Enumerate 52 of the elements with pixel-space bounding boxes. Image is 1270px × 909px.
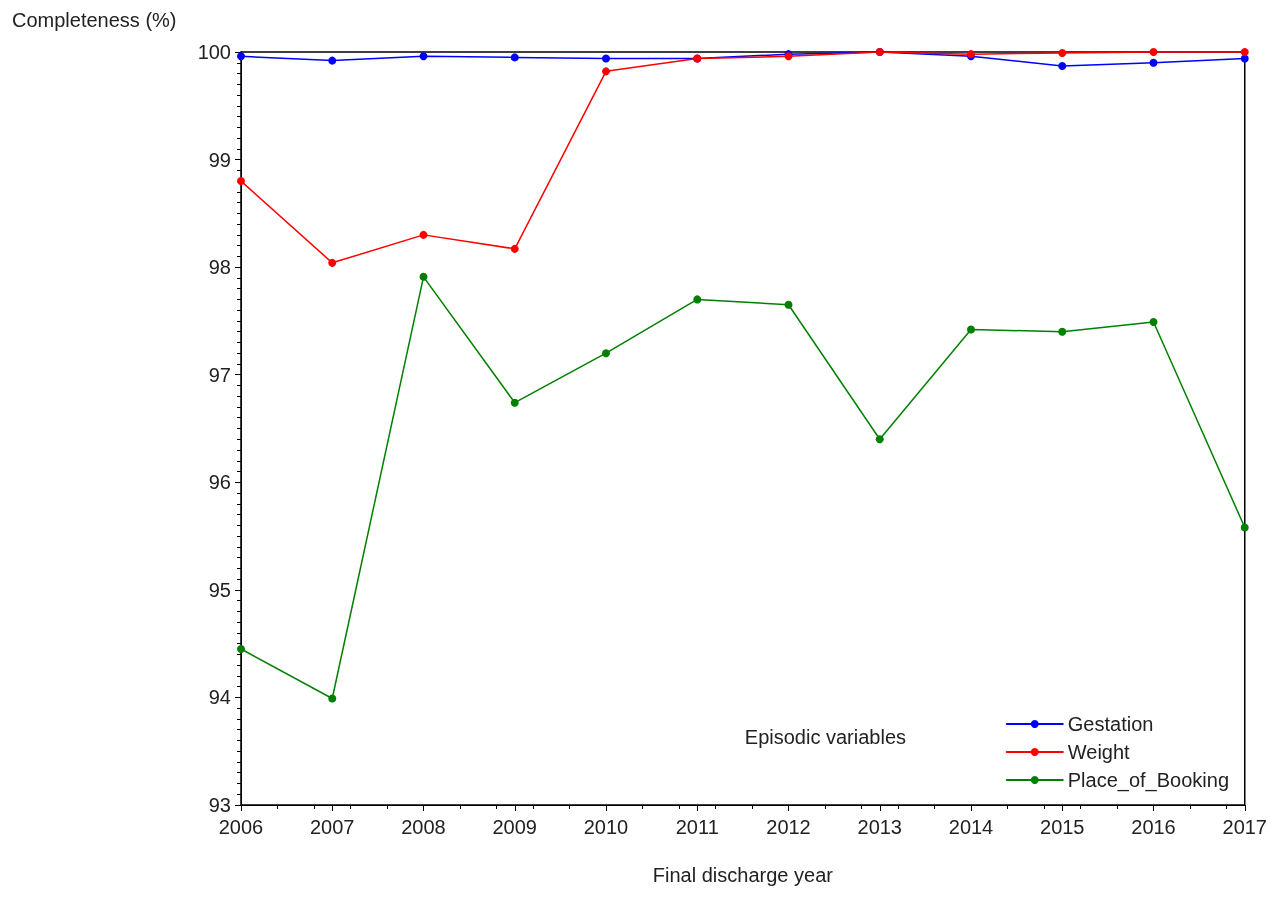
point	[1149, 318, 1158, 326]
point	[419, 52, 428, 61]
point	[784, 300, 793, 309]
point	[602, 349, 610, 358]
point	[967, 325, 975, 334]
point	[1058, 61, 1067, 70]
point	[602, 67, 610, 76]
point	[1149, 48, 1158, 56]
point	[328, 56, 337, 65]
point	[510, 398, 519, 407]
y-tick-label: 98	[208, 256, 231, 279]
x-tick-label: 2013	[857, 816, 902, 838]
y-tick-label: 96	[208, 471, 231, 494]
x-tick-label: 2016	[1131, 816, 1176, 838]
x-tick-label: 2010	[583, 816, 629, 838]
point	[1058, 327, 1067, 336]
y-tick-label: 93	[208, 794, 231, 816]
x-tick-label: 2007	[310, 816, 355, 838]
point	[419, 272, 428, 281]
y-tick-label: 99	[208, 148, 231, 171]
point	[328, 258, 337, 267]
point	[602, 54, 610, 63]
legend-label: Place_of_Booking	[1067, 769, 1229, 792]
x-tick-label: 2017	[1222, 816, 1267, 838]
y-tick-label: 95	[208, 578, 231, 601]
point	[1058, 49, 1067, 58]
point	[510, 244, 519, 253]
y-tick-label: 97	[208, 363, 231, 386]
x-axis-title: Final discharge year	[652, 864, 834, 886]
point	[328, 694, 337, 703]
point	[237, 645, 245, 654]
point	[237, 177, 245, 186]
point	[419, 230, 428, 239]
x-tick-label: 2009	[492, 816, 537, 838]
x-tick-label: 2014	[948, 816, 994, 838]
point	[1240, 523, 1249, 532]
y-tick-label: 94	[208, 686, 231, 709]
point	[510, 53, 519, 62]
point	[1240, 48, 1249, 56]
x-tick-label: 2015	[1040, 816, 1085, 838]
x-tick-label: 2012	[766, 816, 811, 838]
point	[1149, 58, 1158, 67]
point	[875, 435, 884, 444]
y-axis-title: Completeness (%)	[12, 9, 177, 31]
legend-label: Weight	[1067, 741, 1131, 763]
point	[693, 295, 702, 304]
x-tick-label: 2008	[401, 816, 446, 838]
legend-title: Episodic variables	[744, 726, 907, 748]
y-tick-label: 100	[197, 41, 231, 63]
legend-label: Gestation	[1067, 713, 1154, 735]
x-tick-label: 2011	[675, 816, 719, 838]
x-tick-label: 2006	[218, 816, 264, 838]
